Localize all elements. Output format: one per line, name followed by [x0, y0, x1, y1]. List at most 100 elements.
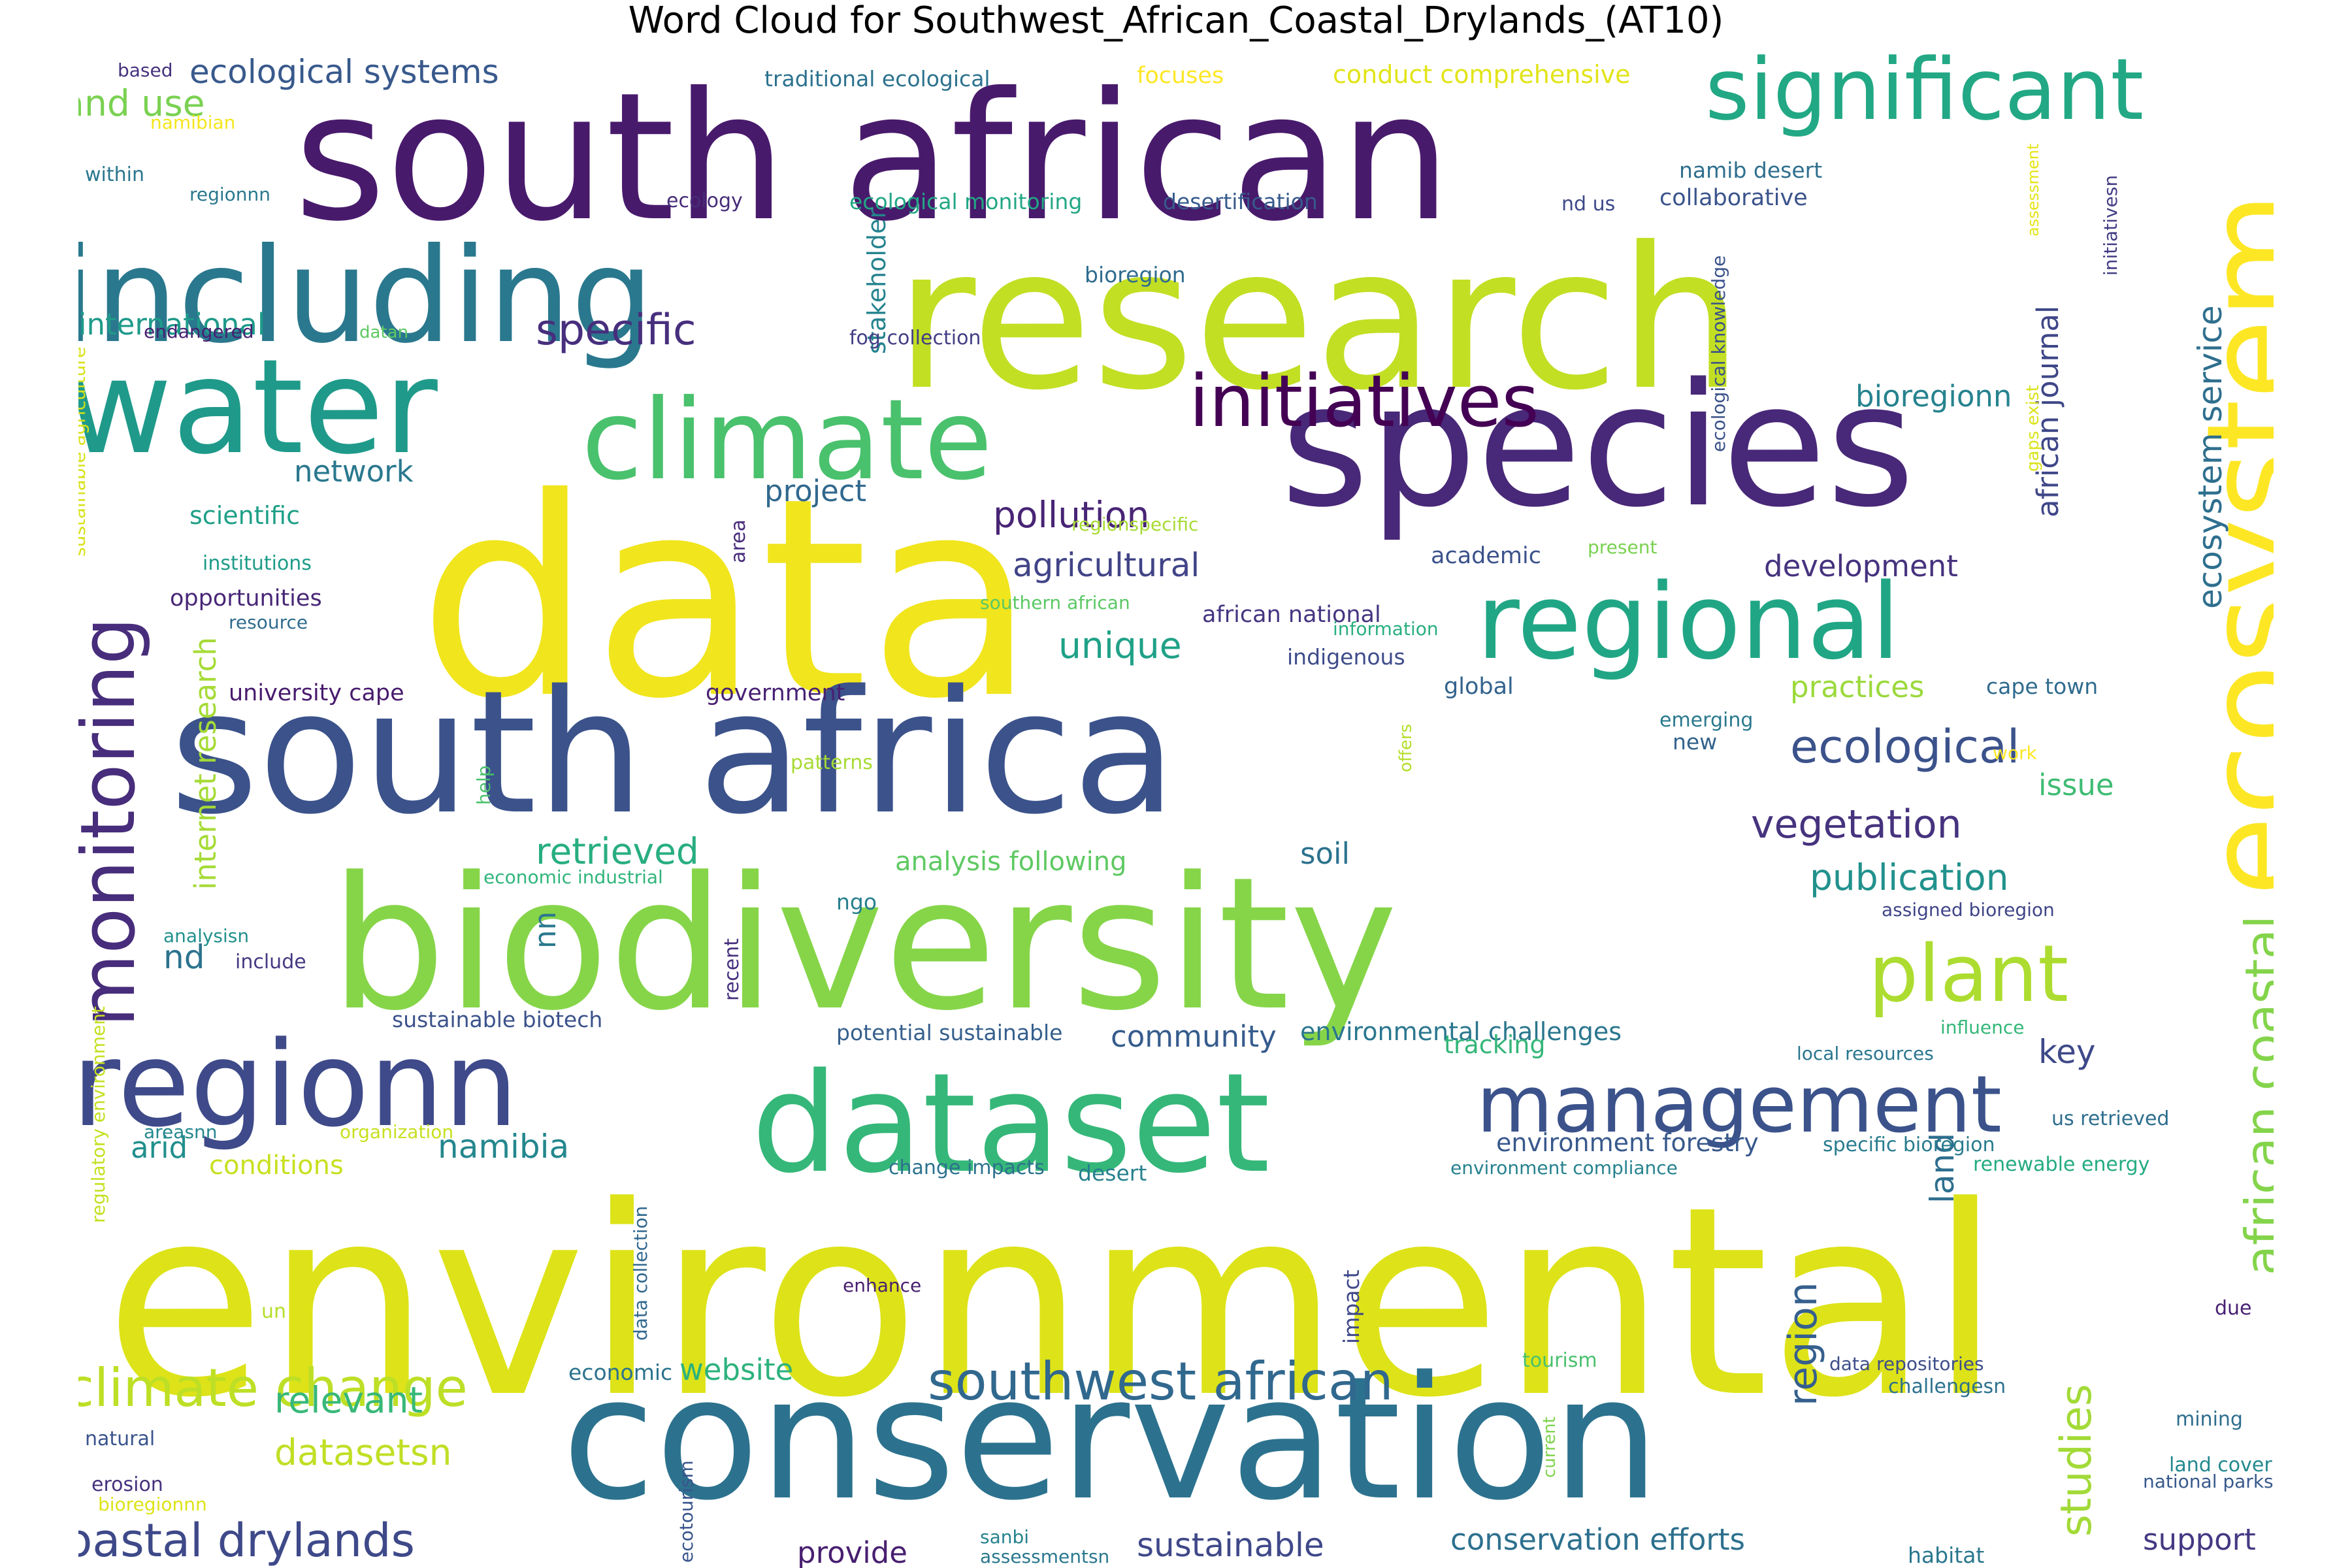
- word-dataset: dataset: [751, 1043, 1270, 1203]
- word-practices: practices: [1790, 670, 1924, 704]
- word-arid: arid: [131, 1130, 188, 1165]
- word-namib-desert: namib desert: [1679, 157, 1822, 183]
- word-coastal-drylands: coastal drylands: [78, 1514, 415, 1567]
- word-patterns: patterns: [791, 751, 873, 774]
- word-recent: recent: [721, 938, 743, 1001]
- word-african-journal: african journal: [2031, 306, 2065, 517]
- word-environmental-challenges: environmental challenges: [1300, 1017, 1622, 1046]
- word-south-african: south african: [294, 54, 1451, 260]
- word-resource: resource: [229, 612, 308, 633]
- word-climate: climate: [581, 376, 992, 505]
- word-renewable-energy: renewable energy: [1973, 1153, 2149, 1176]
- word-endangered: endangered: [144, 321, 254, 342]
- word-issue: issue: [2038, 768, 2114, 802]
- word-research: research: [895, 205, 1743, 433]
- word-region: region: [1780, 1282, 1826, 1406]
- word-ecosystem-service: ecosystem service: [2191, 305, 2229, 609]
- word-assigned-bioregion: assigned bioregion: [1882, 899, 2055, 921]
- word-economic: economic: [568, 1360, 672, 1385]
- word-nd: nd: [163, 938, 204, 976]
- word-environmental: environmental: [105, 1151, 2002, 1455]
- word-university-cape: university cape: [229, 680, 404, 706]
- word-species: species: [1281, 348, 1915, 545]
- word-nn: nn: [528, 911, 563, 949]
- word-monitoring: monitoring: [78, 617, 152, 1027]
- word-tourism: tourism: [1522, 1349, 1597, 1372]
- word-analysisn: analysisn: [163, 925, 249, 947]
- word-influence: influence: [1940, 1017, 2025, 1038]
- word-focuses: focuses: [1137, 63, 1224, 89]
- word-based: based: [118, 59, 173, 81]
- word-fog-collection: fog collection: [849, 327, 981, 350]
- word-cloud: environmental south african research data bi…: [78, 47, 2274, 1568]
- word-natural: natural: [85, 1428, 155, 1450]
- word-african-national: african national: [1202, 602, 1381, 628]
- word-plant: plant: [1869, 929, 2068, 1020]
- word-help: help: [473, 765, 495, 805]
- word-agricultural: agricultural: [1013, 546, 1200, 584]
- word-change-impacts: change impacts: [889, 1156, 1045, 1179]
- word-global: global: [1444, 674, 1514, 700]
- word-provide: provide: [797, 1535, 907, 1568]
- word-retrieved: retrieved: [536, 830, 699, 872]
- word-mining: mining: [2176, 1408, 2243, 1431]
- word-desert: desert: [1078, 1160, 1147, 1186]
- word-sustainable-biotech: sustainable biotech: [392, 1007, 602, 1032]
- word-data-collection: data collection: [630, 1206, 651, 1341]
- word-datan: datan: [359, 323, 408, 342]
- word-initiativesn: initiativesn: [2100, 175, 2121, 276]
- word-us-retrieved: us retrieved: [2051, 1107, 2169, 1130]
- word-ecological-systems: ecological systems: [189, 53, 499, 91]
- word-cape-town: cape town: [1986, 674, 2098, 699]
- word-academic: academic: [1431, 543, 1541, 569]
- word-pollution: pollution: [993, 494, 1149, 536]
- word-traditional-ecological: traditional ecological: [764, 66, 990, 91]
- word-environment-forestry: environment forestry: [1496, 1128, 1759, 1157]
- word-habitat: habitat: [1908, 1543, 1984, 1568]
- word-economic-industrial: economic industrial: [483, 866, 663, 888]
- word-ecological-knowledge: ecological knowledge: [1708, 255, 1729, 452]
- word-analysis-following: analysis following: [895, 847, 1127, 877]
- word-due: due: [2215, 1297, 2252, 1320]
- word-impact: impact: [1339, 1269, 1364, 1344]
- word-institutions: institutions: [203, 552, 312, 575]
- word-key: key: [2038, 1033, 2096, 1071]
- word-bioregionnn: bioregionnn: [98, 1494, 207, 1515]
- word-organization: organization: [340, 1121, 453, 1143]
- word-land-cover: land cover: [2169, 1454, 2272, 1477]
- word-regulatory-environment: regulatory environment: [88, 1006, 109, 1223]
- word-internet-research: internet research: [188, 637, 223, 890]
- word-area: area: [727, 519, 750, 563]
- word-national-parks: national parks: [2143, 1471, 2274, 1492]
- word-conditions: conditions: [209, 1151, 344, 1181]
- word-scientific: scientific: [189, 501, 300, 530]
- word-ecotourism: ecotourism: [676, 1460, 697, 1563]
- word-studies: studies: [2052, 1384, 2101, 1537]
- word-tracking: tracking: [1444, 1030, 1545, 1059]
- word-namibian: namibian: [150, 112, 235, 133]
- word-emerging: emerging: [1659, 709, 1753, 732]
- word-environment-compliance: environment compliance: [1450, 1157, 1678, 1179]
- word-enhance: enhance: [843, 1275, 921, 1296]
- word-ecosystem: ecosystem: [2179, 192, 2274, 896]
- word-gaps-exist: gaps exist: [2023, 385, 2043, 472]
- word-include: include: [235, 951, 306, 973]
- word-areasnn: areasnn: [144, 1121, 218, 1143]
- word-regionspecific: regionspecific: [1071, 514, 1198, 535]
- word-southwest-african: southwest african: [928, 1351, 1394, 1412]
- word-nd-us: nd us: [1561, 193, 1615, 216]
- word-ecology: ecology: [666, 189, 743, 212]
- word-initiatives: initiatives: [1189, 359, 1539, 443]
- word-data: data: [418, 440, 1036, 759]
- word-network: network: [294, 454, 414, 489]
- word-land-use: land use: [78, 82, 205, 124]
- word-datasetsn: datasetsn: [274, 1431, 451, 1473]
- word-sustainable: sustainable: [1137, 1526, 1324, 1564]
- word-specific: specific: [536, 306, 696, 355]
- word-assessment: assessment: [2024, 144, 2042, 237]
- word-water: water: [78, 331, 438, 483]
- word-bioregion: bioregion: [1085, 262, 1186, 287]
- word-bioregionn: bioregionn: [1855, 379, 2012, 414]
- word-ecological-monitoring: ecological monitoring: [849, 189, 1082, 214]
